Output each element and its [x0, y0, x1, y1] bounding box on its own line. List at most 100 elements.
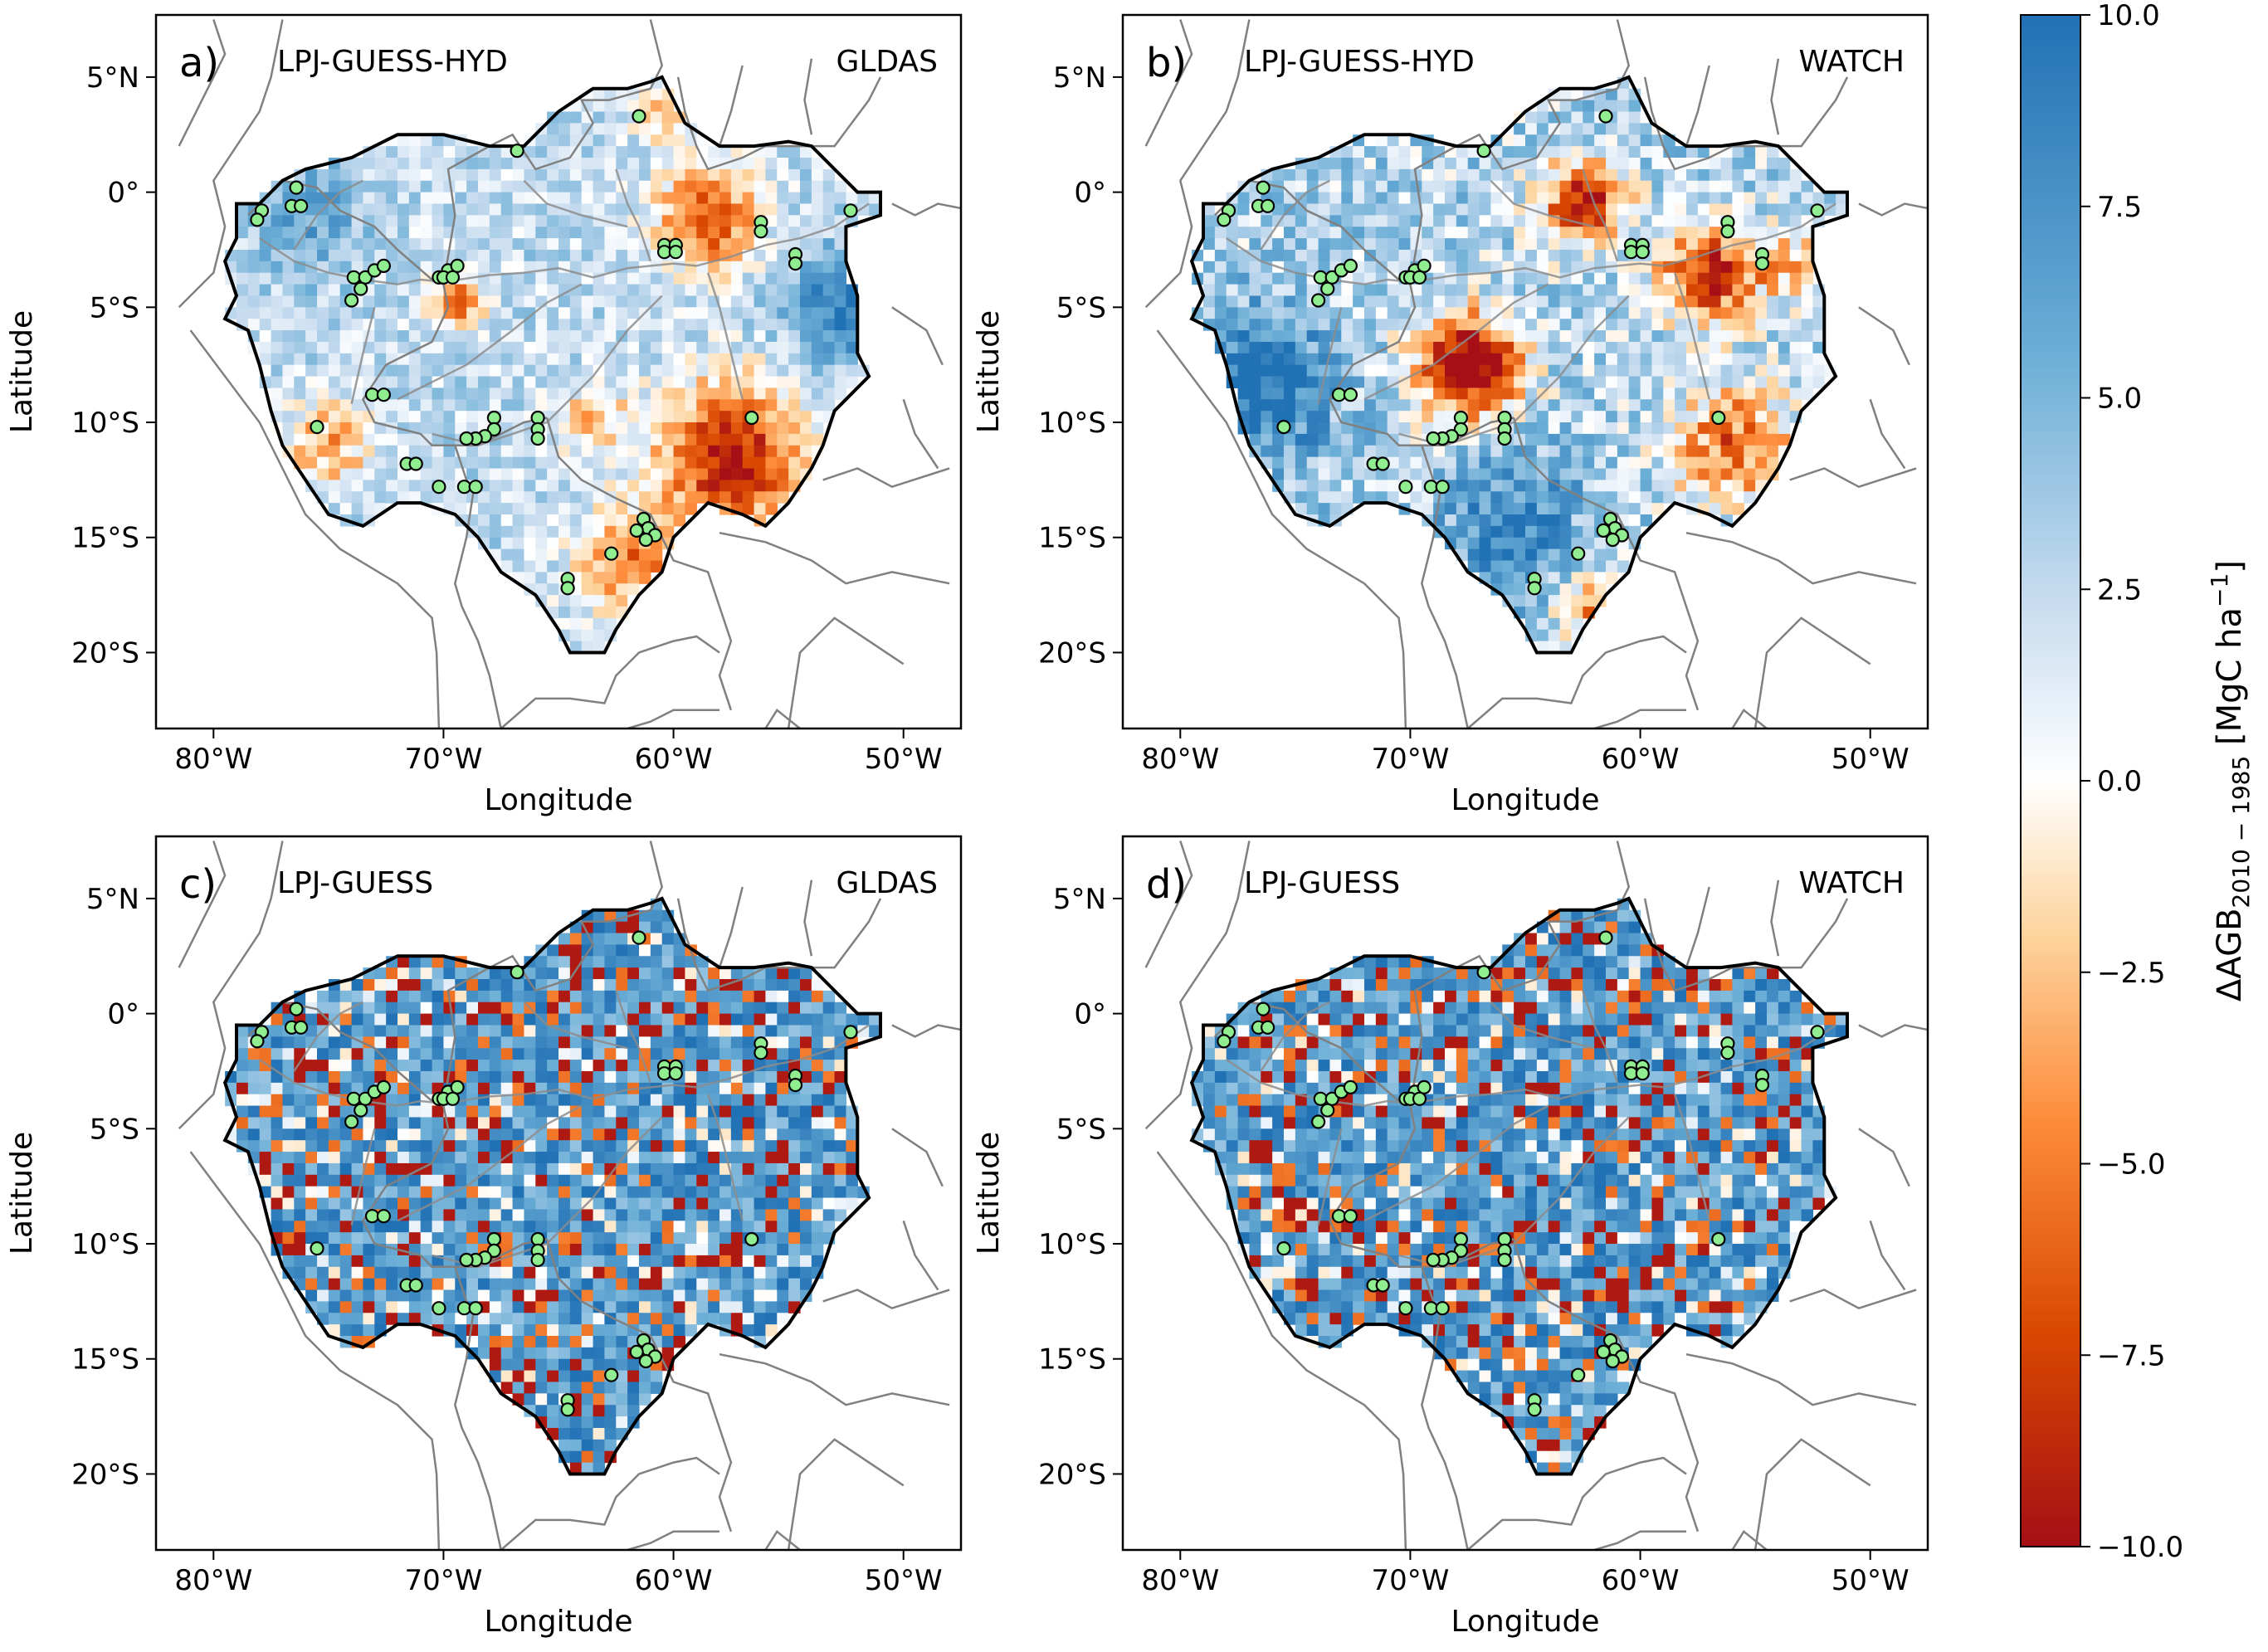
grid-cell	[1571, 376, 1583, 389]
grid-cell	[408, 215, 422, 227]
grid-cell	[420, 1289, 433, 1302]
grid-cell	[1778, 272, 1791, 285]
grid-cell	[535, 491, 548, 504]
grid-cell	[788, 376, 801, 389]
grid-cell	[1548, 203, 1561, 216]
grid-cell	[547, 1140, 559, 1153]
grid-cell	[432, 180, 445, 193]
grid-cell	[1353, 146, 1365, 158]
grid-cell	[639, 341, 651, 354]
grid-cell	[1467, 192, 1480, 205]
grid-cell	[661, 503, 675, 515]
grid-cell	[500, 445, 514, 458]
grid-cell	[569, 1128, 583, 1141]
grid-cell	[1364, 376, 1377, 389]
grid-cell	[811, 399, 824, 412]
grid-cell	[408, 1221, 422, 1233]
grid-cell	[374, 1255, 387, 1268]
grid-cell	[466, 468, 479, 480]
grid-cell	[500, 480, 514, 492]
grid-cell	[1214, 307, 1227, 319]
grid-cell	[730, 192, 744, 205]
grid-cell	[1720, 480, 1734, 492]
grid-cell	[547, 1174, 559, 1187]
grid-cell	[581, 560, 594, 573]
grid-cell	[834, 227, 847, 239]
panel-forcing-label: WATCH	[1798, 45, 1905, 79]
grid-cell	[1778, 307, 1791, 319]
grid-cell	[1467, 307, 1480, 319]
grid-cell	[455, 1221, 467, 1233]
grid-cell	[305, 341, 318, 354]
grid-cell	[500, 1358, 514, 1372]
grid-cell	[1467, 364, 1480, 378]
grid-cell	[1663, 491, 1675, 504]
grid-cell	[1617, 330, 1630, 343]
grid-cell	[593, 1013, 606, 1026]
grid-cell	[271, 238, 284, 251]
grid-cell	[535, 456, 548, 470]
grid-cell	[558, 272, 571, 285]
grid-cell	[547, 261, 559, 274]
grid-cell	[1514, 560, 1526, 573]
grid-cell	[1686, 203, 1699, 216]
grid-cell	[1261, 411, 1273, 423]
grid-cell	[455, 180, 467, 193]
grid-cell	[1548, 491, 1561, 504]
grid-cell	[1514, 525, 1526, 538]
grid-cell	[478, 341, 490, 354]
grid-cell	[1502, 364, 1514, 378]
grid-cell	[593, 1266, 606, 1279]
grid-cell	[489, 1197, 502, 1211]
grid-cell	[1594, 307, 1607, 319]
grid-cell	[1295, 307, 1308, 319]
grid-cell	[1571, 525, 1583, 538]
grid-cell	[547, 595, 559, 607]
grid-cell	[1732, 215, 1744, 227]
grid-cell	[650, 88, 663, 101]
grid-cell	[1398, 456, 1412, 470]
grid-cell	[558, 956, 571, 968]
grid-cell	[696, 319, 709, 331]
grid-cell	[1306, 411, 1319, 423]
grid-cell	[1398, 491, 1412, 504]
grid-cell	[1295, 227, 1308, 239]
grid-cell	[443, 1244, 456, 1256]
grid-cell	[1467, 376, 1480, 389]
grid-cell	[1456, 491, 1469, 504]
grid-cell	[1456, 503, 1469, 515]
grid-cell	[1536, 227, 1549, 239]
grid-cell	[1732, 307, 1744, 319]
grid-cell	[466, 456, 479, 470]
grid-cell	[271, 307, 284, 319]
grid-cell	[558, 944, 571, 957]
grid-cell	[627, 456, 640, 470]
grid-cell	[317, 468, 329, 480]
grid-cell	[1617, 560, 1630, 573]
grid-cell	[661, 445, 675, 458]
grid-cell	[1445, 353, 1457, 366]
grid-cell	[639, 215, 651, 227]
grid-cell	[1548, 341, 1561, 354]
grid-cell	[512, 168, 525, 182]
grid-cell	[1341, 180, 1353, 193]
grid-cell	[512, 1324, 525, 1337]
grid-cell	[455, 1036, 467, 1049]
grid-cell	[1548, 238, 1561, 251]
grid-cell	[1387, 491, 1400, 504]
grid-cell	[846, 319, 858, 331]
grid-cell	[581, 1358, 594, 1372]
grid-cell	[374, 203, 387, 216]
grid-cell	[524, 261, 536, 274]
grid-cell	[420, 967, 433, 980]
grid-cell	[1341, 468, 1353, 480]
grid-cell	[420, 227, 433, 239]
grid-cell	[259, 307, 272, 319]
grid-cell	[1744, 480, 1756, 492]
grid-cell	[1467, 560, 1480, 573]
grid-cell	[581, 468, 594, 480]
grid-cell	[788, 411, 801, 423]
grid-cell	[593, 422, 606, 435]
grid-cell	[328, 1186, 341, 1199]
grid-cell	[1237, 307, 1251, 319]
